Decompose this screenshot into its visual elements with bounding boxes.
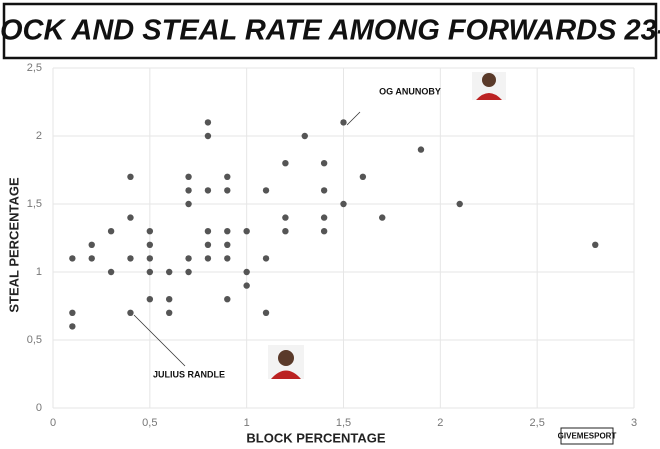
point: [320, 228, 328, 235]
point: [224, 241, 231, 248]
x-tick-label: 1,5: [336, 417, 351, 429]
point: [69, 309, 76, 316]
point: [166, 309, 173, 316]
point: [204, 187, 212, 194]
point: [243, 228, 250, 235]
x-tick-label: 2: [437, 417, 443, 429]
headshot: [268, 345, 304, 379]
point: [185, 255, 192, 262]
point: [166, 296, 173, 303]
point: [204, 255, 212, 262]
x-tick-label: 2,5: [530, 417, 545, 429]
point: [146, 296, 154, 303]
point: [204, 228, 212, 235]
point: [224, 187, 231, 194]
point: [146, 255, 154, 262]
point: [146, 268, 154, 276]
point: [204, 241, 212, 248]
point: [262, 187, 270, 194]
point: [127, 214, 134, 221]
y-tick-label: 1: [36, 266, 42, 278]
point: [185, 268, 192, 276]
point: [243, 268, 250, 276]
leader-line: [133, 314, 186, 367]
point: [88, 255, 95, 262]
y-tick-label: 2: [36, 130, 42, 142]
point: [146, 228, 154, 235]
point: [340, 200, 347, 208]
point: [69, 323, 76, 330]
y-tick-label: 1,5: [27, 198, 42, 210]
x-tick-label: 0: [50, 417, 56, 429]
point: [320, 160, 328, 167]
point: [282, 160, 289, 167]
leader-line: [346, 111, 361, 126]
title-box: [2, 2, 658, 60]
headshot: [472, 72, 506, 100]
point: [88, 241, 95, 248]
point: [127, 309, 134, 316]
point: [146, 241, 154, 248]
watermark-box: [560, 427, 614, 445]
point: [224, 296, 231, 303]
point: [127, 255, 134, 262]
chart-title: BLOCK AND STEAL RATE AMONG FORWARDS 23-2…: [0, 15, 660, 47]
point: [592, 241, 599, 248]
point: [282, 228, 289, 235]
point: [320, 214, 328, 221]
point: [320, 187, 328, 194]
point: [127, 173, 134, 180]
point: [243, 282, 250, 289]
point: [224, 255, 231, 262]
y-tick-label: 2,5: [27, 62, 42, 74]
point: [185, 187, 192, 194]
point: [185, 173, 192, 180]
point: [282, 214, 289, 221]
point: [166, 268, 173, 276]
point: [185, 200, 192, 208]
x-axis-title: BLOCK PERCENTAGE: [246, 430, 385, 445]
annotation: OG ANUNOBY: [379, 86, 441, 96]
watermark: GIVEMESPORT: [558, 432, 617, 441]
y-axis-title: STEAL PERCENTAGE: [6, 177, 21, 313]
x-tick-label: 3: [631, 417, 637, 429]
annotation: JULIUS RANDLE: [153, 369, 225, 379]
point: [107, 268, 115, 276]
point: [224, 228, 231, 235]
point: [379, 214, 386, 221]
point: [359, 173, 367, 180]
point: [107, 228, 115, 235]
point: [204, 132, 212, 140]
point: [204, 119, 212, 126]
point: [456, 200, 463, 208]
x-tick-label: 0,5: [142, 417, 157, 429]
point: [224, 173, 231, 180]
point: [417, 146, 425, 153]
y-tick-label: 0: [36, 402, 42, 414]
point: [262, 255, 270, 262]
point: [340, 119, 347, 126]
x-tick-label: 1: [244, 417, 250, 429]
point: [69, 255, 76, 262]
point: [301, 132, 308, 140]
y-tick-label: 0,5: [27, 334, 42, 346]
point: [262, 309, 270, 316]
